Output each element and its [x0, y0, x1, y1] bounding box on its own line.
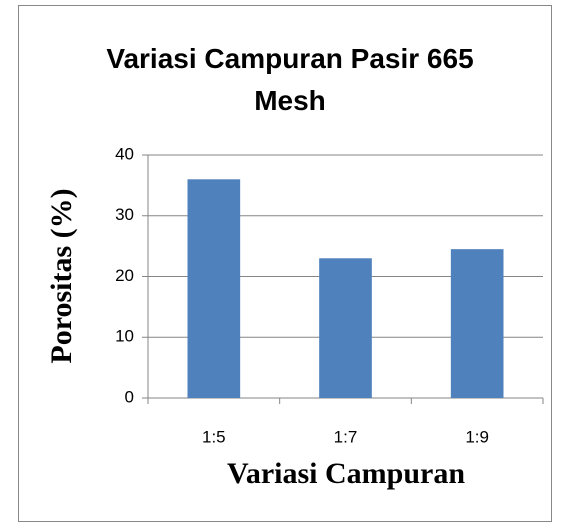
bar [187, 179, 241, 398]
x-tick-label: 1:5 [202, 427, 226, 446]
bar [450, 249, 504, 398]
x-tick-label: 1:9 [465, 427, 489, 446]
chart-title: Variasi Campuran Pasir 665 Mesh [106, 43, 474, 116]
y-tick-label: 0 [125, 387, 134, 406]
y-tick-label: 10 [115, 327, 134, 346]
y-axis-title: Porositas (%) [45, 188, 78, 363]
y-tick-label: 40 [115, 144, 134, 163]
y-tick-label: 30 [115, 205, 134, 224]
x-axis-title: Variasi Campuran [227, 457, 465, 490]
y-tick-label: 20 [115, 266, 134, 285]
x-tick-label: 1:7 [334, 427, 358, 446]
bar [319, 258, 372, 398]
